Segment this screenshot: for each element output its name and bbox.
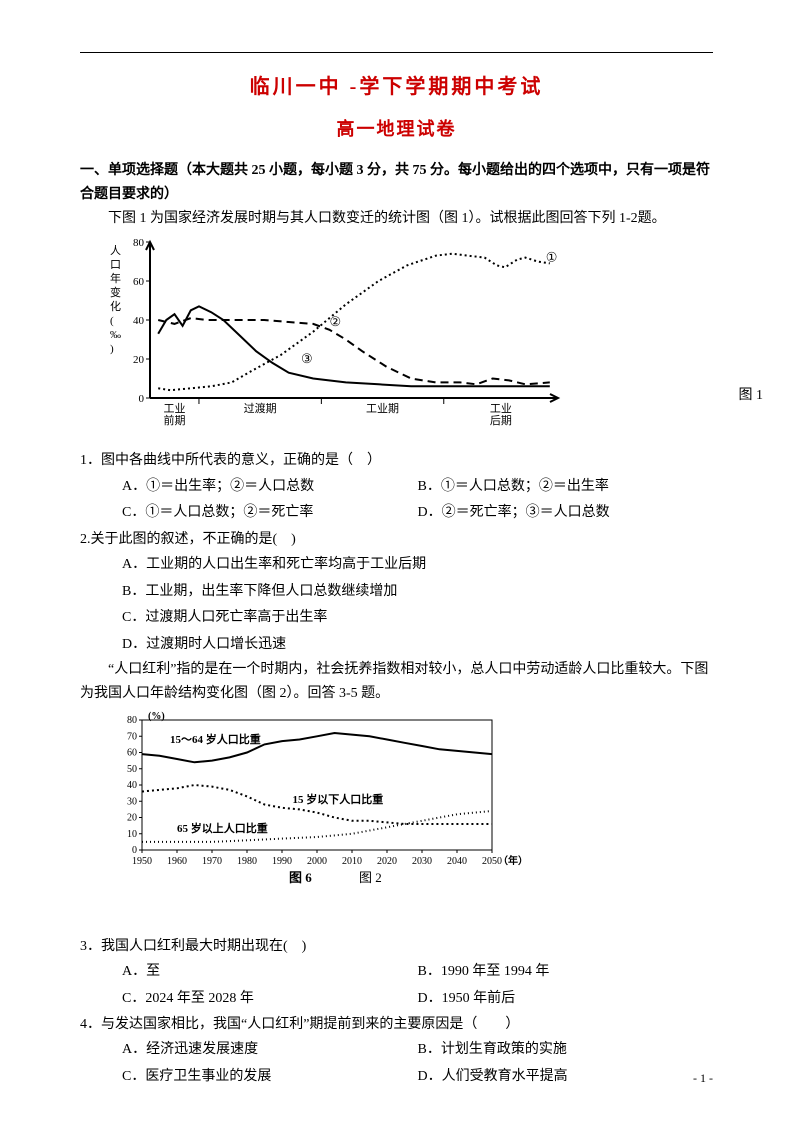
svg-text:人: 人 bbox=[110, 244, 121, 257]
svg-text:80: 80 bbox=[127, 715, 137, 726]
chart-1-svg: 人口年变化(‰)020406080工业前期过渡期工业期工业后期①②③ bbox=[108, 234, 568, 434]
svg-text:(%): (%) bbox=[148, 711, 165, 722]
svg-text:15～64 岁人口比重: 15～64 岁人口比重 bbox=[170, 732, 261, 746]
q3-stem: 3．我国人口红利最大时期出现在( ) bbox=[80, 934, 713, 959]
q1-opt-c: C．①＝人口总数；②＝死亡率 bbox=[122, 500, 418, 527]
title-sub: 高一地理试卷 bbox=[80, 115, 713, 141]
svg-text:2000: 2000 bbox=[307, 856, 327, 867]
svg-text:‰: ‰ bbox=[110, 329, 121, 341]
svg-text:40: 40 bbox=[127, 780, 137, 791]
svg-text:): ) bbox=[110, 343, 114, 355]
q1-options: A．①＝出生率；②＝人口总数 B．①＝人口总数；②＝出生率 C．①＝人口总数；②… bbox=[80, 474, 713, 527]
q2-opt-d: D．过渡期时人口增长迅速 bbox=[122, 632, 713, 659]
figure-1: 人口年变化(‰)020406080工业前期过渡期工业期工业后期①②③ 图 1 bbox=[108, 234, 713, 444]
svg-text:(: ( bbox=[110, 315, 114, 327]
svg-text:70: 70 bbox=[127, 731, 137, 742]
svg-text:65 岁以上人口比重: 65 岁以上人口比重 bbox=[177, 821, 268, 835]
svg-text:2020: 2020 bbox=[377, 856, 397, 867]
q2-opt-b: B．工业期，出生率下降但人口总数继续增加 bbox=[122, 579, 713, 606]
svg-text:20: 20 bbox=[127, 812, 137, 823]
svg-text:后期: 后期 bbox=[490, 414, 512, 427]
figure-2: 01020304050607080(%)19501960197019801990… bbox=[108, 710, 713, 930]
svg-text:20: 20 bbox=[133, 354, 145, 366]
svg-text:1980: 1980 bbox=[237, 856, 257, 867]
chart-2-svg: 01020304050607080(%)19501960197019801990… bbox=[108, 710, 538, 910]
svg-text:工业: 工业 bbox=[163, 402, 185, 415]
q3-opt-a: A．至 bbox=[122, 959, 418, 986]
svg-text:变: 变 bbox=[110, 285, 121, 299]
q1-opt-d: D．②＝死亡率；③＝人口总数 bbox=[418, 500, 714, 527]
q2-options: A．工业期的人口出生率和死亡率均高于工业后期 B．工业期，出生率下降但人口总数继… bbox=[80, 552, 713, 658]
svg-text:2010: 2010 bbox=[342, 856, 362, 867]
q2-opt-a: A．工业期的人口出生率和死亡率均高于工业后期 bbox=[122, 552, 713, 579]
q4-opt-c: C．医疗卫生事业的发展 bbox=[122, 1064, 418, 1091]
intro-2: “人口红利”指的是在一个时期内，社会抚养指数相对较小，总人口中劳动适龄人口比重较… bbox=[80, 658, 713, 706]
svg-text:2040: 2040 bbox=[447, 856, 467, 867]
svg-text:0: 0 bbox=[132, 845, 137, 856]
q4-opt-b: B．计划生育政策的实施 bbox=[418, 1037, 714, 1064]
page-root: 临川一中 -学下学期期中考试 高一地理试卷 一、单项选择题（本大题共 25 小题… bbox=[0, 0, 793, 1131]
svg-text:③: ③ bbox=[301, 351, 313, 366]
svg-text:80: 80 bbox=[133, 237, 145, 249]
svg-text:2030: 2030 bbox=[412, 856, 432, 867]
q4-opt-d: D．人们受教育水平提高 bbox=[418, 1064, 714, 1091]
svg-text:口: 口 bbox=[110, 259, 121, 271]
section-1-head: 一、单项选择题（本大题共 25 小题，每小题 3 分，共 75 分。每小题给出的… bbox=[80, 159, 713, 207]
svg-text:图 6: 图 6 bbox=[289, 870, 312, 885]
svg-text:工业期: 工业期 bbox=[366, 402, 399, 415]
q1-stem: 1．图中各曲线中所代表的意义，正确的是（ ） bbox=[80, 448, 713, 473]
svg-text:60: 60 bbox=[133, 276, 145, 288]
svg-text:1990: 1990 bbox=[272, 856, 292, 867]
q4-options: A．经济迅速发展速度 B．计划生育政策的实施 C．医疗卫生事业的发展 D．人们受… bbox=[80, 1037, 713, 1090]
q4-stem: 4．与发达国家相比，我国“人口红利”期提前到来的主要原因是（ ） bbox=[80, 1012, 713, 1037]
svg-text:50: 50 bbox=[127, 764, 137, 775]
svg-text:10: 10 bbox=[127, 829, 137, 840]
q1-opt-b: B．①＝人口总数；②＝出生率 bbox=[418, 474, 714, 501]
svg-text:30: 30 bbox=[127, 796, 137, 807]
svg-text:②: ② bbox=[330, 314, 342, 329]
q2-stem: 2.关于此图的叙述，不正确的是( ) bbox=[80, 527, 713, 552]
figure-1-caption: 图 1 bbox=[739, 384, 764, 404]
svg-text:化: 化 bbox=[110, 299, 121, 313]
svg-text:60: 60 bbox=[127, 747, 137, 758]
title-main: 临川一中 -学下学期期中考试 bbox=[80, 70, 713, 99]
q3-options: A．至 B．1990 年至 1994 年 C．2024 年至 2028 年 D．… bbox=[80, 959, 713, 1012]
q4-opt-a: A．经济迅速发展速度 bbox=[122, 1037, 418, 1064]
svg-text:（年）: （年） bbox=[498, 854, 528, 867]
svg-text:工业: 工业 bbox=[490, 402, 512, 415]
q3-opt-c: C．2024 年至 2028 年 bbox=[122, 986, 418, 1013]
intro-1: 下图 1 为国家经济发展时期与其人口数变迁的统计图（图 1）。试根据此图回答下列… bbox=[80, 207, 713, 231]
page-number: - 1 - bbox=[693, 1071, 713, 1086]
svg-text:年: 年 bbox=[110, 271, 121, 285]
svg-text:1950: 1950 bbox=[132, 856, 152, 867]
q1-opt-a: A．①＝出生率；②＝人口总数 bbox=[122, 474, 418, 501]
q2-opt-c: C．过渡期人口死亡率高于出生率 bbox=[122, 605, 713, 632]
svg-text:15 岁以下人口比重: 15 岁以下人口比重 bbox=[293, 792, 384, 806]
svg-text:1970: 1970 bbox=[202, 856, 222, 867]
svg-text:40: 40 bbox=[133, 315, 145, 327]
q3-opt-d: D．1950 年前后 bbox=[418, 986, 714, 1013]
q3-opt-b: B．1990 年至 1994 年 bbox=[418, 959, 714, 986]
svg-text:前期: 前期 bbox=[163, 413, 185, 427]
svg-text:1960: 1960 bbox=[167, 856, 187, 867]
svg-text:0: 0 bbox=[139, 393, 145, 405]
svg-text:①: ① bbox=[546, 250, 558, 265]
svg-text:过渡期: 过渡期 bbox=[244, 401, 277, 415]
svg-text:图 2: 图 2 bbox=[359, 870, 382, 885]
